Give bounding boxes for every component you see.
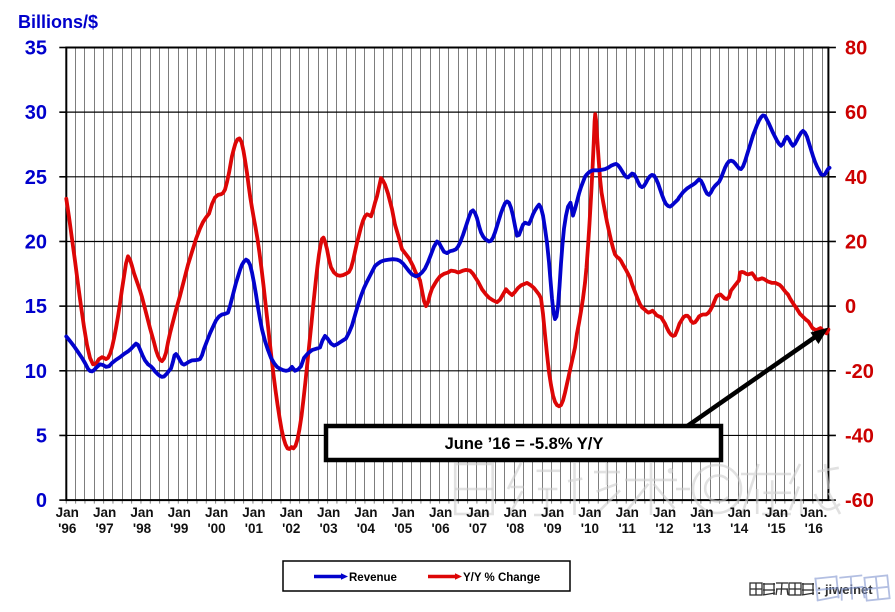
- svg-text:Jan: Jan: [242, 505, 265, 520]
- svg-text:0: 0: [36, 490, 47, 512]
- svg-text:Jan.: Jan.: [800, 505, 827, 520]
- svg-text:'15: '15: [767, 521, 786, 536]
- svg-text:Jan: Jan: [541, 505, 564, 520]
- svg-text:'97: '97: [95, 521, 113, 536]
- svg-text:'13: '13: [693, 521, 712, 536]
- svg-text:40: 40: [845, 167, 867, 189]
- svg-text:0: 0: [845, 296, 856, 318]
- svg-text:15: 15: [25, 296, 47, 318]
- svg-text:Jan: Jan: [205, 505, 228, 520]
- svg-text:25: 25: [25, 167, 47, 189]
- svg-text:Jan: Jan: [765, 505, 788, 520]
- svg-text:Jan: Jan: [616, 505, 639, 520]
- svg-text:Jan: Jan: [429, 505, 452, 520]
- svg-text:Revenue: Revenue: [349, 572, 397, 584]
- svg-text:20: 20: [25, 232, 47, 254]
- svg-text:Jan: Jan: [728, 505, 751, 520]
- svg-text:'05: '05: [394, 521, 413, 536]
- svg-text:-40: -40: [845, 425, 874, 447]
- svg-text:10: 10: [25, 361, 47, 383]
- svg-text:Jan: Jan: [504, 505, 527, 520]
- svg-text:Jan: Jan: [466, 505, 489, 520]
- svg-text:Jan: Jan: [56, 505, 79, 520]
- svg-text:'09: '09: [543, 521, 561, 536]
- svg-text:'00: '00: [207, 521, 225, 536]
- svg-text:80: 80: [845, 38, 867, 60]
- svg-text:Jan: Jan: [653, 505, 676, 520]
- svg-text:'01: '01: [245, 521, 264, 536]
- svg-text:'14: '14: [730, 521, 749, 536]
- svg-text:'96: '96: [58, 521, 77, 536]
- svg-text:'06: '06: [431, 521, 450, 536]
- svg-text:'02: '02: [282, 521, 300, 536]
- svg-text:5: 5: [36, 425, 47, 447]
- svg-text:Jan: Jan: [690, 505, 713, 520]
- svg-text:'03: '03: [319, 521, 338, 536]
- svg-text:-60: -60: [845, 490, 874, 512]
- svg-text:'08: '08: [506, 521, 525, 536]
- svg-text:Jan: Jan: [93, 505, 116, 520]
- svg-text:Jan: Jan: [317, 505, 340, 520]
- svg-text:Jan: Jan: [578, 505, 601, 520]
- svg-text:'99: '99: [170, 521, 188, 536]
- svg-text:60: 60: [845, 102, 867, 124]
- svg-text:30: 30: [25, 102, 47, 124]
- svg-text:20: 20: [845, 232, 867, 254]
- svg-text:'04: '04: [357, 521, 376, 536]
- svg-text:'07: '07: [469, 521, 487, 536]
- svg-text:-20: -20: [845, 361, 874, 383]
- svg-text:Y/Y % Change: Y/Y % Change: [463, 572, 540, 584]
- svg-text:'98: '98: [133, 521, 152, 536]
- svg-text:'16: '16: [805, 521, 824, 536]
- svg-text:Billions/$: Billions/$: [18, 12, 98, 32]
- svg-text:35: 35: [25, 38, 47, 60]
- svg-text:Jan: Jan: [354, 505, 377, 520]
- svg-text:'10: '10: [581, 521, 599, 536]
- svg-text:Jan: Jan: [392, 505, 415, 520]
- svg-text:'11: '11: [618, 521, 636, 536]
- svg-text:Jan: Jan: [280, 505, 303, 520]
- svg-text:June ’16 = -5.8% Y/Y: June ’16 = -5.8% Y/Y: [445, 435, 604, 453]
- svg-text:'12: '12: [655, 521, 673, 536]
- svg-text:Jan: Jan: [168, 505, 191, 520]
- svg-text:Jan: Jan: [130, 505, 153, 520]
